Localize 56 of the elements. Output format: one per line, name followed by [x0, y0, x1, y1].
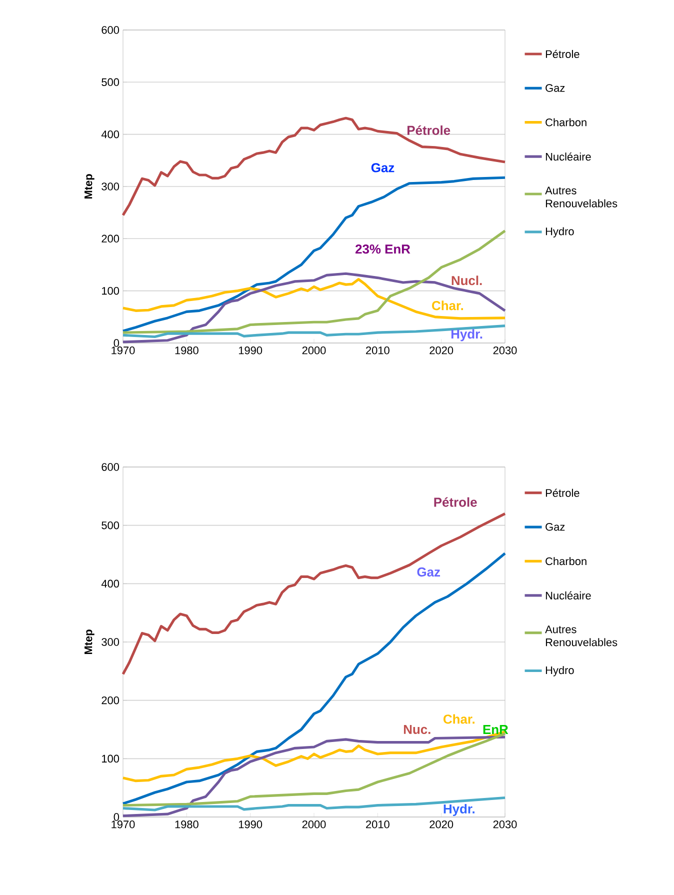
y-tick-label: 500	[102, 521, 120, 530]
legend-label: Gaz	[546, 84, 565, 92]
annotation: Hydr.	[444, 804, 474, 816]
x-tick-label: 1980	[175, 820, 198, 828]
annotation: Nuc.	[404, 724, 430, 734]
annotation: Nucl.	[452, 276, 482, 286]
y-tick-label: 0	[114, 339, 120, 347]
x-tick-label: 2020	[430, 346, 454, 354]
annotation: 23% EnR	[356, 244, 410, 254]
y-tick-label: 600	[102, 26, 120, 34]
x-tick-label: 1990	[238, 346, 262, 354]
annotation: Char.	[444, 714, 474, 724]
legend-label: Pétrole	[546, 50, 580, 58]
legend-label: Pétrole	[546, 488, 580, 497]
legend-label: Charbon	[546, 118, 586, 126]
x-tick-label: 2000	[302, 346, 326, 354]
y-tick-label: 100	[102, 754, 120, 763]
legend-label: Gaz	[546, 522, 565, 531]
annotation: Gaz	[417, 567, 440, 577]
x-tick-label: 1970	[112, 346, 135, 354]
x-tick-label: 2030	[493, 346, 517, 354]
y-tick-label: 100	[102, 286, 120, 295]
y-tick-label: 300	[102, 638, 120, 646]
y-tick-label: 400	[101, 580, 120, 588]
y-tick-label: 200	[102, 234, 120, 243]
y-axis-title: Mtep	[84, 630, 94, 654]
annotation: Hydr.	[451, 329, 482, 342]
x-tick-label: 2010	[366, 346, 390, 354]
x-tick-label: 2030	[493, 820, 517, 828]
annotation: Gaz	[371, 163, 394, 172]
annotation: Pétrole	[434, 497, 477, 507]
y-tick-label: 600	[102, 463, 120, 471]
legend-label: Nucléaire	[546, 152, 591, 161]
y-tick-label: 400	[101, 130, 120, 138]
legend-label: Autres Renouvelables	[545, 626, 618, 646]
legend-label: Nucléaire	[546, 591, 591, 600]
line-series	[122, 116, 506, 216]
annotation: Char.	[432, 300, 464, 310]
x-tick-label: 2010	[366, 820, 390, 828]
x-tick-label: 1980	[175, 346, 198, 354]
annotation: EnR	[483, 725, 508, 734]
legend-label: Charbon	[546, 557, 586, 566]
x-tick-label: 2020	[430, 820, 454, 828]
y-tick-label: 200	[102, 696, 120, 704]
y-tick-label: 0	[114, 813, 120, 821]
annotation: Pétrole	[408, 125, 450, 135]
legend-label: Hydro	[546, 666, 574, 676]
x-tick-label: 1990	[238, 820, 262, 828]
legend-label: Hydro	[546, 227, 574, 238]
y-tick-label: 500	[102, 78, 120, 86]
legend-label: Autres Renouvelables	[545, 186, 618, 208]
x-tick-label: 2000	[302, 820, 326, 828]
line-series	[122, 552, 506, 805]
x-tick-label: 1970	[112, 820, 135, 828]
y-tick-label: 300	[102, 182, 120, 190]
y-axis-title: Mtep	[84, 174, 94, 199]
